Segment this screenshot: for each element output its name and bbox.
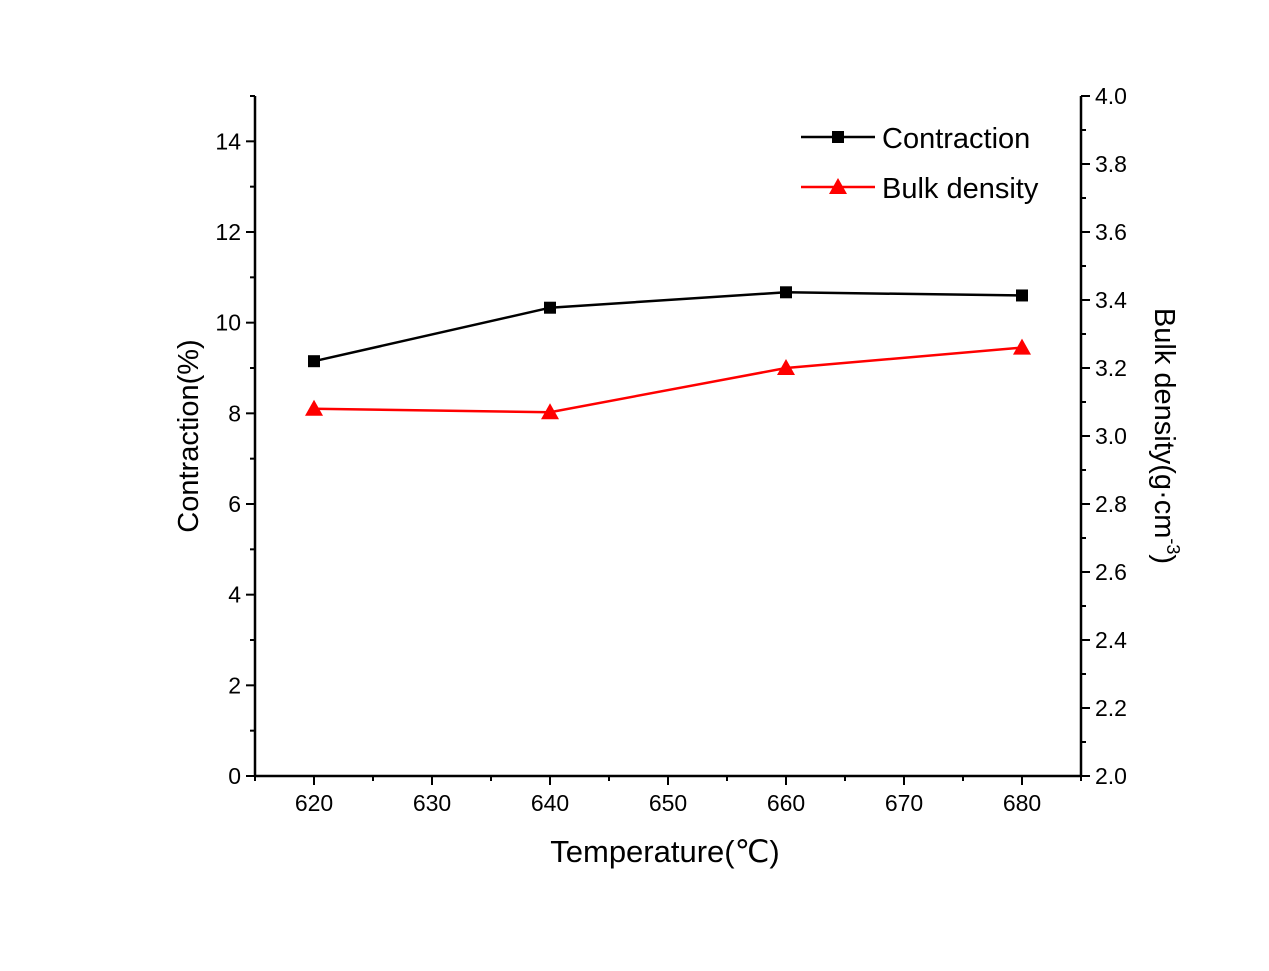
y2-axis-label: Bulk density(g·cm-3)	[1148, 308, 1183, 564]
legend-marker	[832, 131, 844, 143]
data-point-bulk-density	[541, 403, 559, 420]
data-point-bulk-density	[777, 359, 795, 375]
legend-marker	[829, 178, 847, 194]
y2-tick-label: 3.2	[1095, 355, 1127, 381]
data-point-bulk-density	[305, 399, 323, 416]
y2-axis-label-main: Bulk density(g·cm	[1148, 308, 1180, 538]
x-tick-label: 650	[649, 790, 687, 816]
data-point-contraction	[780, 286, 792, 299]
y2-axis-label-end: )	[1148, 554, 1180, 564]
y-tick-label: 8	[228, 400, 241, 426]
y2-tick-label: 2.8	[1095, 491, 1127, 517]
y2-tick-label: 3.8	[1095, 151, 1127, 177]
x-tick-label: 670	[885, 790, 923, 816]
x-tick-label: 630	[413, 790, 451, 816]
legend-label: Bulk density	[882, 173, 1039, 205]
y2-tick-label: 2.4	[1095, 627, 1127, 653]
data-point-contraction	[308, 355, 320, 368]
legend-label: Contraction	[882, 123, 1030, 155]
y2-tick-label: 3.4	[1095, 287, 1127, 313]
series-line-bulk-density	[313, 346, 1023, 414]
y2-tick-label: 3.0	[1095, 423, 1127, 449]
y2-tick-label: 2.0	[1095, 763, 1127, 789]
data-point-bulk-density	[1013, 338, 1031, 355]
x-tick-label: 640	[531, 790, 569, 816]
y-axis-label: Contraction(%)	[173, 339, 205, 532]
y2-tick-label: 3.6	[1095, 219, 1127, 245]
y2-tick-label: 2.2	[1095, 695, 1127, 721]
x-axis-label: Temperature(℃)	[550, 834, 780, 869]
y2-tick-label: 2.6	[1095, 559, 1127, 585]
x-tick-label: 660	[767, 790, 805, 816]
series-layer	[305, 286, 1031, 420]
data-point-contraction	[544, 301, 556, 314]
data-point-contraction	[1016, 289, 1028, 302]
y2-axis-label-sup: -3	[1163, 538, 1183, 554]
series-line-contraction	[313, 291, 1023, 363]
x-tick-label: 620	[295, 790, 333, 816]
y-tick-label: 14	[215, 128, 241, 154]
y-tick-label: 0	[228, 763, 241, 789]
y-tick-label: 4	[228, 582, 241, 608]
x-tick-label: 680	[1003, 790, 1041, 816]
axes: 620 630 640 650 660 670 680 0 2 4 6 8 10 12 14 2.0 2.2 2.…	[215, 83, 1127, 816]
y-tick-label: 6	[228, 491, 241, 517]
y-tick-label: 12	[215, 219, 241, 245]
y2-tick-label: 4.0	[1095, 83, 1127, 109]
y-tick-label: 10	[215, 310, 241, 336]
legend: Contraction Bulk density	[801, 123, 1039, 205]
y-tick-label: 2	[228, 672, 241, 698]
